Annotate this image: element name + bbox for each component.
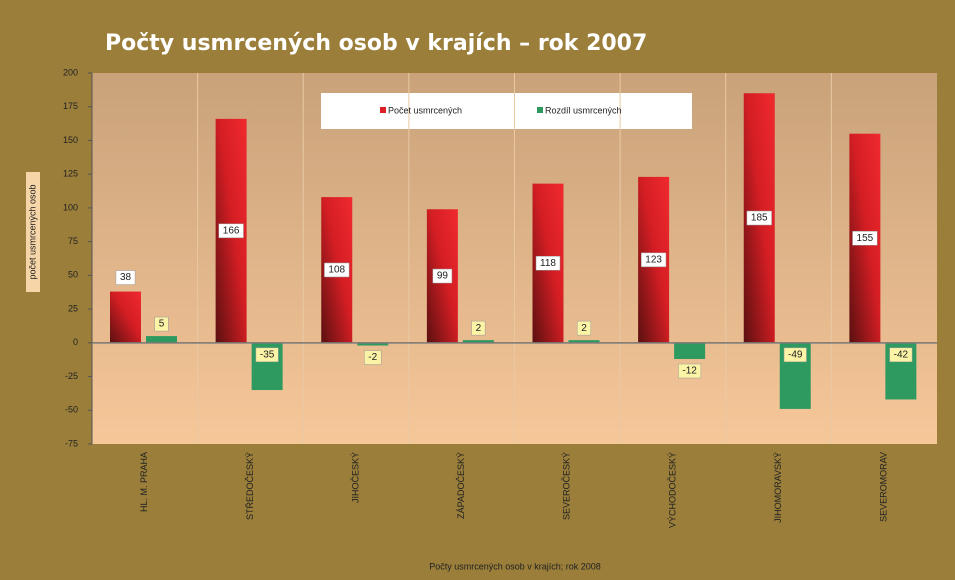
data-label: -12 — [682, 366, 697, 377]
data-label-box — [255, 347, 279, 363]
data-label: 108 — [328, 265, 345, 276]
data-label-box — [364, 350, 382, 365]
y-tick-label: 150 — [63, 135, 78, 145]
data-label-box — [432, 268, 453, 284]
bar — [568, 340, 600, 343]
data-label: -35 — [260, 349, 275, 360]
data-label-box — [154, 316, 169, 332]
data-label: 99 — [437, 271, 449, 282]
x-tick-label: SEVEROČESKÝ — [562, 452, 572, 520]
y-tick-label: 25 — [68, 303, 78, 313]
data-label: 2 — [581, 323, 587, 334]
y-tick-label: 75 — [68, 236, 78, 246]
y-tick-label: 50 — [68, 270, 78, 280]
y-tick-label: -25 — [65, 371, 78, 381]
data-label: 185 — [751, 213, 768, 224]
data-label-box — [576, 320, 592, 336]
x-tick-label: JIHOČESKÝ — [350, 452, 360, 503]
bar — [146, 336, 177, 343]
y-tick-label: 125 — [63, 169, 78, 179]
data-label-box — [324, 262, 350, 278]
chart-title: Počty usmrcených osob v krajích – rok 20… — [105, 31, 647, 56]
y-tick-label: 200 — [63, 67, 78, 77]
bar — [674, 342, 706, 360]
x-tick-label: VÝCHODOČESKÝ — [667, 452, 677, 528]
bar — [462, 340, 494, 343]
y-label-box — [26, 172, 40, 292]
bar — [110, 291, 141, 343]
x-tick-label: STŘEDOČESKÝ — [245, 452, 255, 520]
data-label: 123 — [645, 254, 662, 265]
x-tick-label: SEVEROMORAV — [879, 452, 889, 522]
data-label-box — [218, 223, 244, 239]
data-label: 166 — [223, 225, 240, 236]
y-tick-label: 100 — [63, 202, 78, 212]
data-label: -49 — [788, 349, 803, 360]
y-tick-label: 175 — [63, 101, 78, 111]
x-tick-label: ZÁPADOČESKÝ — [456, 452, 466, 519]
data-label-box — [535, 255, 561, 271]
x-axis-label: Počty usmrcených osob v krajích; rok 200… — [429, 561, 601, 571]
y-tick-label: -50 — [65, 405, 78, 415]
data-label: 155 — [857, 233, 874, 244]
data-label-box — [889, 347, 913, 363]
legend-label: Počet usmrcených — [388, 105, 462, 115]
data-label-box — [641, 252, 667, 268]
data-label-box — [471, 320, 486, 336]
y-axis-label: počet usmrcených osob — [27, 184, 37, 279]
legend-swatch — [380, 107, 386, 113]
data-label: 2 — [476, 323, 482, 334]
data-label-box — [746, 210, 772, 226]
x-tick-label: HL. M. PRAHA — [139, 452, 149, 512]
data-label-box — [783, 347, 807, 363]
data-label-box — [852, 231, 878, 246]
data-label: 5 — [159, 319, 165, 330]
legend — [321, 93, 692, 129]
data-label-box — [678, 363, 702, 379]
data-label: 118 — [540, 258, 556, 269]
legend-label: Rozdíl usmrcených — [545, 105, 622, 115]
legend-swatch — [537, 107, 543, 113]
y-tick-label: 0 — [73, 337, 78, 347]
data-label: 38 — [120, 272, 132, 283]
data-label: -42 — [894, 349, 909, 360]
x-tick-label: JIHOMORAVSKÝ — [773, 452, 783, 523]
y-tick-label: -75 — [65, 438, 78, 448]
bar — [357, 342, 389, 346]
data-label: -2 — [368, 352, 377, 363]
data-label-box — [115, 270, 136, 285]
